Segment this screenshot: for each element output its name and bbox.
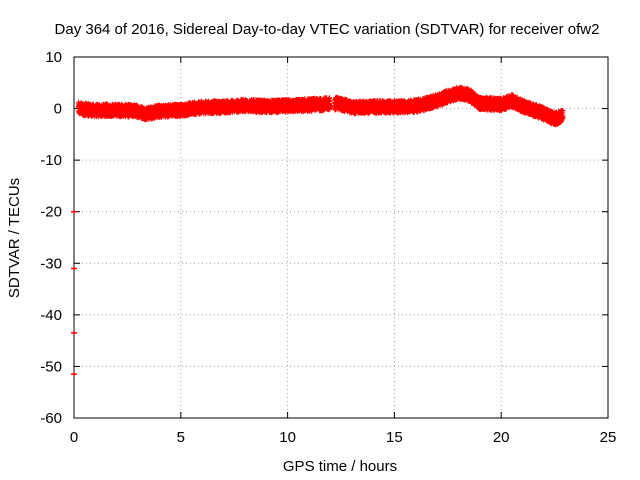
x-tick-label: 15 [386, 429, 403, 446]
y-tick-label: -30 [40, 255, 62, 272]
chart-title: Day 364 of 2016, Sidereal Day-to-day VTE… [55, 21, 600, 38]
x-tick-label: 25 [600, 429, 617, 446]
outlier-point [71, 331, 77, 335]
sdtvar-band [75, 84, 566, 128]
x-axis-label: GPS time / hours [283, 458, 397, 475]
outlier-point [71, 266, 77, 270]
axis-ticks [73, 56, 609, 419]
y-tick-label: 0 [54, 101, 62, 118]
y-axis-label: SDTVAR / TECUs [6, 178, 23, 298]
outlier-point [71, 210, 77, 214]
y-tick-label: -50 [40, 358, 62, 375]
x-tick-label: 20 [493, 429, 510, 446]
tick-labels: 0 5 10 15 20 25 10 0 -10 -20 -30 -40 -50 -60 [40, 49, 616, 446]
y-tick-label: 10 [45, 49, 62, 66]
y-tick-label: -20 [40, 204, 62, 221]
y-tick-label: -60 [40, 410, 62, 427]
x-tick-label: 5 [177, 429, 185, 446]
data-series [71, 84, 566, 376]
y-tick-label: -40 [40, 307, 62, 324]
outlier-point [71, 372, 77, 376]
x-tick-label: 10 [279, 429, 296, 446]
plot-frame [73, 56, 609, 419]
y-tick-label: -10 [40, 152, 62, 169]
x-tick-label: 0 [70, 429, 78, 446]
